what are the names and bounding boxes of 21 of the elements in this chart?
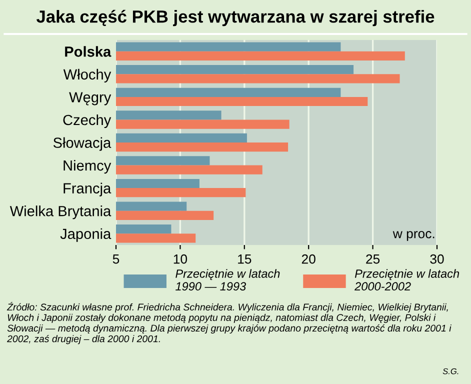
text: Źródło: Szacunki własne prof. Friedricha Schneidera. Wyliczenia dla Francji, Niemiec, Wielkiej Brytanii, Włoch i Japonii zostały dokonane metodą popytu na pieniądz, natomiast dla Czech, Węgier, Polski i Słowacji — metodą dynamiczną. Dla pierwszej grupy krajów podano przeciętną wartość dla roku 2001 i 2002, zaś drugiej – dla 2000 i 2001. <box>6 302 452 344</box>
y-tick-label: Włochy <box>63 68 112 82</box>
y-tick-label: Polska <box>65 46 112 57</box>
chart-title: Jaka część PKB jest wytwarzana w szarej strefie <box>36 10 434 26</box>
text: S.G. <box>442 368 458 374</box>
y-tick-label: Czechy <box>63 114 112 128</box>
y-tick-label: Słowacja <box>53 137 112 151</box>
y-tick-label: Niemcy <box>64 160 112 174</box>
x-tick-label: 30 <box>430 254 444 264</box>
x-tick-label: 10 <box>174 254 188 264</box>
x-tick-label: 5 <box>112 254 120 264</box>
x-tick-label: 20 <box>302 254 316 264</box>
legend-label: Przeciętnie w latach 2000-2002 <box>354 269 460 291</box>
x-tick-label: 15 <box>238 254 252 264</box>
legend-label: Przeciętnie w latach 1990 — 1993 <box>176 269 280 291</box>
y-tick-label: Japonia <box>60 228 112 242</box>
x-tick-label: 25 <box>366 254 380 264</box>
annotation: w proc. <box>392 231 434 241</box>
y-tick-label: Węgry <box>69 92 112 106</box>
y-tick-label: Francja <box>64 182 112 196</box>
y-tick-label: Wielka Brytania <box>10 206 112 220</box>
